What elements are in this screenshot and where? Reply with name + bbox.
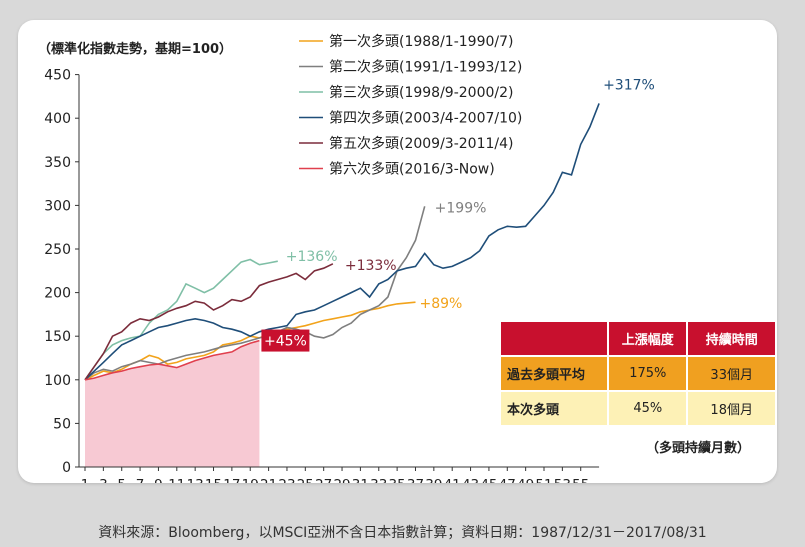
x-tick-label: 33	[370, 477, 387, 483]
table-cell: 過去多頭平均	[501, 356, 608, 391]
y-tick-label: 50	[53, 416, 71, 432]
table-header-cell: 上漲幅度	[608, 322, 687, 356]
x-axis-title: （多頭持續月數）	[646, 440, 750, 456]
legend-entry: 第一次多頭(1988/1-1990/7)	[329, 33, 513, 50]
x-tick-label: 55	[572, 477, 589, 483]
y-tick-label: 150	[44, 329, 71, 345]
x-tick-label: 7	[136, 477, 145, 483]
table-cell: 33個月	[687, 356, 776, 391]
table-row: 過去多頭平均 175% 33個月	[501, 356, 776, 391]
x-tick-label: 3	[99, 477, 108, 483]
x-tick-label: 47	[499, 477, 516, 483]
legend-entry: 第三次多頭(1998/9-2000/2)	[329, 84, 513, 101]
y-tick-label: 0	[62, 460, 71, 476]
x-tick-label: 53	[554, 477, 571, 483]
x-tick-label: 5	[117, 477, 126, 483]
x-tick-label: 45	[480, 477, 497, 483]
table-header-cell	[501, 322, 608, 356]
end-label: +133%	[345, 258, 397, 274]
table-row: 本次多頭 45% 18個月	[501, 391, 776, 425]
legend-entry: 第二次多頭(1991/1-1993/12)	[329, 59, 522, 76]
summary-table: 上漲幅度 持續時間 過去多頭平均 175% 33個月 本次多頭 45% 18個月	[501, 322, 777, 425]
end-label: +317%	[603, 77, 655, 93]
legend-entry: 第六次多頭(2016/3-Now)	[329, 161, 495, 178]
y-tick-label: 300	[44, 198, 71, 214]
y-tick-label: 350	[44, 155, 71, 171]
x-tick-label: 27	[315, 477, 332, 483]
table-cell: 18個月	[687, 391, 776, 425]
x-tick-label: 49	[517, 477, 534, 483]
end-label: +45%	[264, 334, 307, 350]
x-tick-label: 17	[223, 477, 240, 483]
table-cell: 45%	[608, 391, 687, 425]
end-label: +136%	[286, 249, 338, 265]
y-tick-label: 200	[44, 286, 71, 302]
legend-entry: 第四次多頭(2003/4-2007/10)	[329, 110, 522, 127]
x-tick-label: 31	[352, 477, 369, 483]
end-label: +199%	[435, 200, 487, 216]
x-tick-label: 21	[260, 477, 277, 483]
x-tick-label: 1	[81, 477, 90, 483]
y-tick-label: 250	[44, 242, 71, 258]
table-header-cell: 持續時間	[687, 322, 776, 356]
y-axis-title: （標準化指數走勢，基期=100）	[38, 41, 232, 57]
table-cell: 175%	[608, 356, 687, 391]
y-tick-label: 100	[44, 373, 71, 389]
table-header-row: 上漲幅度 持續時間	[501, 322, 776, 356]
x-tick-label: 35	[389, 477, 406, 483]
x-tick-label: 25	[297, 477, 314, 483]
x-tick-label: 43	[462, 477, 479, 483]
x-tick-label: 23	[278, 477, 295, 483]
x-tick-label: 11	[168, 477, 185, 483]
x-tick-label: 39	[425, 477, 442, 483]
x-tick-label: 19	[242, 477, 259, 483]
source-footnote: 資料來源：Bloomberg，以MSCI亞洲不含日本指數計算；資料日期：1987…	[0, 522, 805, 542]
chart-card: 0501001502002503003504004501357911131517…	[18, 20, 777, 483]
x-tick-label: 9	[154, 477, 163, 483]
x-tick-label: 51	[535, 477, 552, 483]
legend-entry: 第五次多頭(2009/3-2011/4)	[329, 135, 513, 152]
table-cell: 本次多頭	[501, 391, 608, 425]
x-tick-label: 37	[407, 477, 424, 483]
x-tick-label: 41	[444, 477, 461, 483]
end-label: +89%	[419, 296, 462, 312]
y-tick-label: 450	[44, 68, 71, 84]
y-tick-label: 400	[44, 111, 71, 127]
x-tick-label: 15	[205, 477, 222, 483]
x-tick-label: 29	[333, 477, 350, 483]
x-tick-label: 13	[187, 477, 204, 483]
